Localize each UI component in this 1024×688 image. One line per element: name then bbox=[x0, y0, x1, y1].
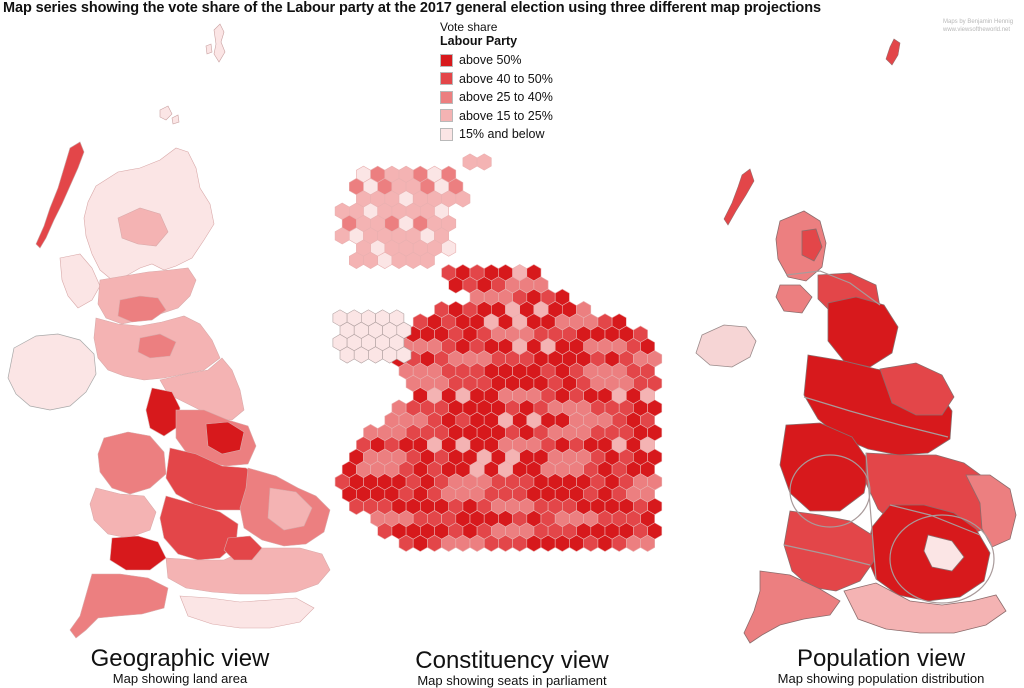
constituency-view-caption: Constituency view Map showing seats in p… bbox=[362, 648, 662, 688]
constituency-hex bbox=[462, 153, 478, 171]
constituency-hex bbox=[420, 251, 435, 269]
shetland-islands bbox=[205, 23, 226, 63]
legend-item-40-to-50: above 40 to 50% bbox=[440, 70, 590, 89]
legend-label: above 50% bbox=[459, 53, 522, 68]
constituency-map bbox=[332, 153, 663, 552]
legend-item-above-50: above 50% bbox=[440, 51, 590, 70]
legend-label: above 25 to 40% bbox=[459, 90, 553, 105]
orkney-islands bbox=[159, 105, 180, 125]
geographic-map bbox=[7, 23, 331, 639]
caption-subtitle: Map showing population distribution bbox=[777, 671, 985, 686]
cartogram-boundary-lines bbox=[783, 270, 995, 604]
cartogram-northern-ireland bbox=[695, 324, 757, 368]
northern-england bbox=[145, 357, 263, 511]
legend-label: above 40 to 50% bbox=[459, 71, 553, 86]
hexagon-constituencies bbox=[334, 153, 663, 552]
legend-item-15-and-below: 15% and below bbox=[440, 125, 590, 144]
cartogram-england-wales bbox=[743, 296, 1017, 644]
legend-item-25-to-40: above 25 to 40% bbox=[440, 88, 590, 107]
legend-swatch bbox=[440, 109, 453, 123]
constituency-hex bbox=[396, 346, 412, 364]
caption-title: Population view bbox=[796, 645, 966, 672]
caption-title: Constituency view bbox=[415, 647, 609, 674]
constituency-hex bbox=[441, 239, 457, 257]
legend-subheading: Labour Party bbox=[440, 34, 518, 48]
population-map bbox=[695, 38, 1017, 644]
constituency-hex bbox=[476, 153, 492, 171]
scotland-region bbox=[59, 147, 221, 381]
legend-swatch bbox=[440, 90, 453, 104]
constituency-hex bbox=[455, 190, 471, 208]
western-isles bbox=[35, 141, 85, 249]
wales-midlands bbox=[89, 431, 331, 571]
southern-england bbox=[69, 535, 331, 639]
vote-share-legend: Vote share Labour Party above 50% above … bbox=[440, 20, 590, 144]
legend-label: 15% and below bbox=[459, 127, 545, 142]
legend-heading: Vote share bbox=[440, 20, 498, 34]
population-view-caption: Population view Map showing population d… bbox=[731, 646, 1024, 686]
constituency-hex bbox=[640, 534, 656, 552]
caption-subtitle: Map showing seats in parliament bbox=[417, 673, 607, 688]
map-series-title: Map series showing the vote share of the… bbox=[3, 0, 821, 16]
legend-label: above 15 to 25% bbox=[459, 108, 553, 123]
northern-ireland bbox=[7, 333, 97, 411]
credit-line-2: www.viewsoftheworld.net bbox=[943, 27, 1011, 33]
geographic-view-caption: Geographic view Map showing land area bbox=[30, 646, 330, 686]
legend-swatch bbox=[440, 53, 453, 67]
northern-ireland-hexes bbox=[332, 309, 412, 364]
credit-line-1: Maps by Benjamin Hennig bbox=[943, 19, 1014, 25]
caption-title: Geographic view bbox=[90, 645, 270, 672]
cartogram-islands bbox=[723, 38, 901, 226]
author-credit: Maps by Benjamin Hennig www.viewsofthewo… bbox=[943, 18, 1013, 34]
legend-swatch bbox=[440, 72, 453, 86]
caption-subtitle: Map showing land area bbox=[112, 671, 248, 686]
legend-swatch bbox=[440, 127, 453, 141]
legend-item-15-to-25: above 15 to 25% bbox=[440, 107, 590, 126]
